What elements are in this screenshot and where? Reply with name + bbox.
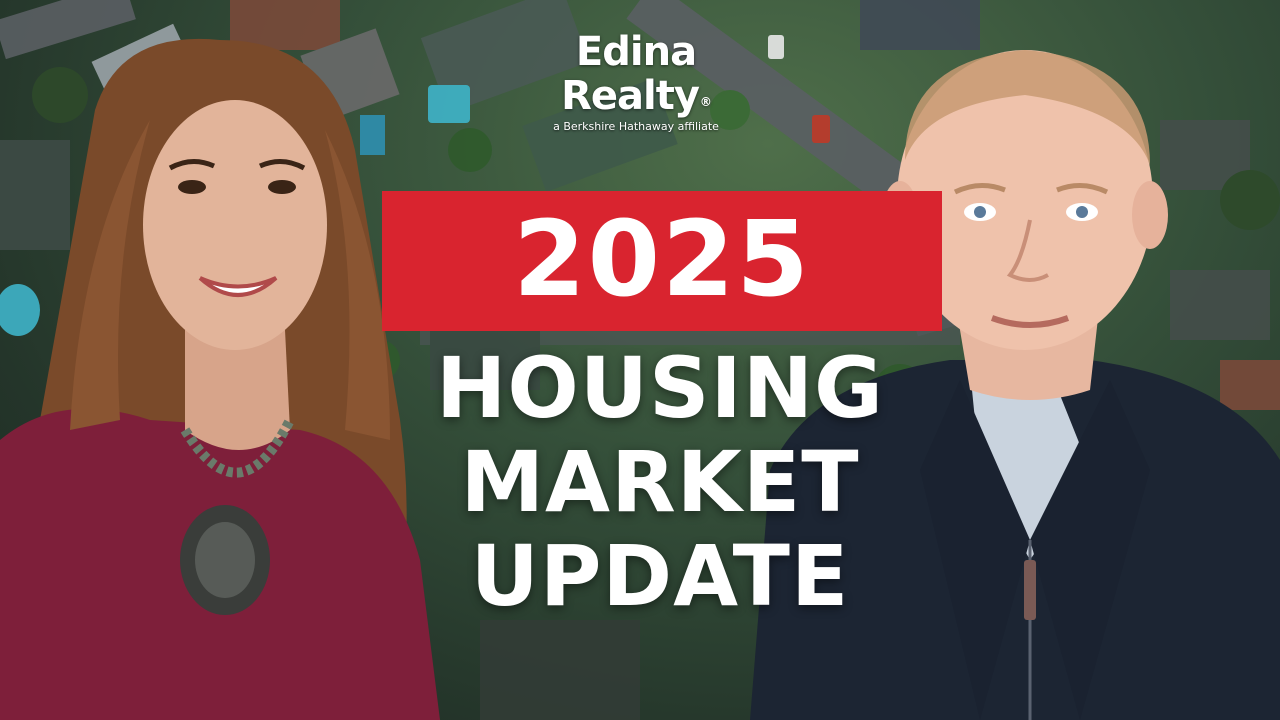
registered-mark: ® (699, 95, 712, 109)
red-banner (382, 191, 942, 331)
man-presenter-photo (750, 50, 1280, 720)
headline-line-housing: HOUSING (436, 339, 884, 437)
logo-brand: Edina Realty® (561, 29, 712, 119)
woman-presenter-photo (0, 38, 440, 720)
year-title: 2025 (513, 198, 811, 320)
logo-tagline: a Berkshire Hathaway affiliate (553, 120, 719, 133)
headline-line-update: UPDATE (470, 527, 850, 625)
headline-line-market: MARKET (460, 433, 860, 531)
edina-realty-logo: Edina Realty® a Berkshire Hathaway affil… (508, 30, 764, 134)
